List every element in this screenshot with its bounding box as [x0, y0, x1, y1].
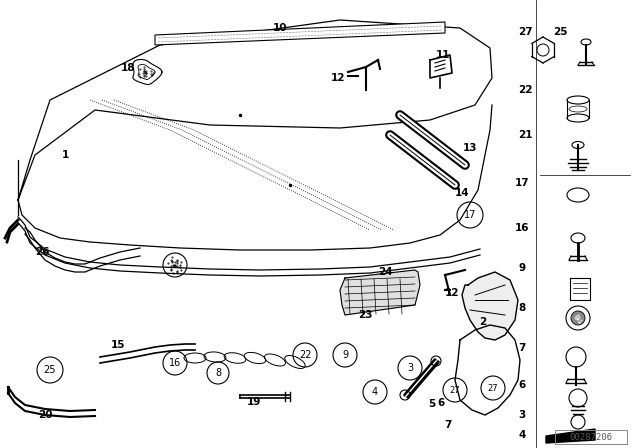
Polygon shape	[462, 272, 518, 340]
Circle shape	[571, 311, 585, 325]
Text: 16: 16	[169, 358, 181, 368]
Text: 10: 10	[273, 23, 287, 33]
Text: 9: 9	[342, 350, 348, 360]
Text: 4: 4	[518, 430, 525, 440]
Text: 12: 12	[445, 288, 460, 298]
Text: 3: 3	[518, 410, 525, 420]
Text: 8: 8	[215, 368, 221, 378]
Text: 11: 11	[436, 50, 451, 60]
Text: 7: 7	[444, 420, 452, 430]
Text: 1: 1	[61, 150, 68, 160]
Text: 24: 24	[378, 267, 392, 277]
Text: 20: 20	[38, 410, 52, 420]
Text: 21: 21	[518, 130, 532, 140]
Text: 25: 25	[553, 27, 567, 37]
Text: 2: 2	[479, 317, 486, 327]
Text: 15: 15	[111, 340, 125, 350]
Text: 00287206: 00287206	[570, 432, 612, 441]
Text: 14: 14	[454, 188, 469, 198]
Text: 27: 27	[488, 383, 499, 392]
Text: 7: 7	[518, 343, 525, 353]
Text: 5: 5	[428, 399, 436, 409]
Text: 13: 13	[463, 143, 477, 153]
Text: 27: 27	[518, 27, 532, 37]
Text: 26: 26	[35, 247, 49, 257]
Text: 6: 6	[437, 398, 445, 408]
Text: 19: 19	[247, 397, 261, 407]
Polygon shape	[340, 270, 420, 315]
Text: 27: 27	[450, 385, 460, 395]
Text: 22: 22	[299, 350, 311, 360]
Text: 9: 9	[518, 263, 525, 273]
Bar	[555, 430, 627, 444]
Text: 3: 3	[407, 363, 413, 373]
Polygon shape	[546, 429, 595, 443]
Text: 25: 25	[44, 365, 56, 375]
Text: 6: 6	[518, 380, 525, 390]
Text: 17: 17	[515, 178, 529, 188]
Text: 17: 17	[464, 210, 476, 220]
Text: 4: 4	[372, 387, 378, 397]
Text: 23: 23	[358, 310, 372, 320]
Text: 16: 16	[515, 223, 529, 233]
Text: 12: 12	[331, 73, 345, 83]
Text: 8: 8	[518, 303, 525, 313]
Polygon shape	[155, 22, 445, 45]
Text: 18: 18	[121, 63, 135, 73]
Text: 22: 22	[518, 85, 532, 95]
